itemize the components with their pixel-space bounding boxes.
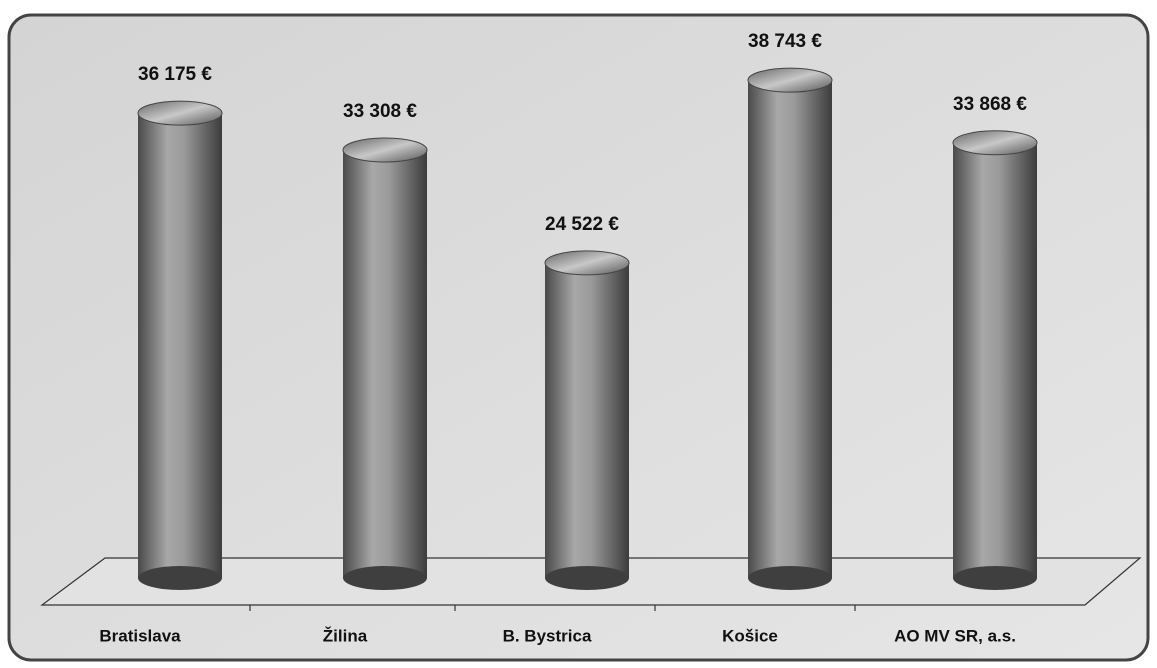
x-tick-label: Košice xyxy=(722,626,778,645)
cylinder-body xyxy=(953,142,1037,578)
value-label: 33 308 € xyxy=(343,101,417,122)
cylinder-body xyxy=(343,149,427,579)
cylinder-bottom xyxy=(953,566,1037,590)
cylinder-top xyxy=(342,137,428,163)
cylinder-bottom xyxy=(138,566,222,590)
floor-ticks xyxy=(249,605,856,611)
value-label: 24 522 € xyxy=(545,214,619,235)
cylinder-top xyxy=(747,67,833,93)
x-tick-label: Bratislava xyxy=(99,626,181,645)
x-tick-label: AO MV SR, a.s. xyxy=(894,626,1016,645)
value-label: 38 743 € xyxy=(748,31,822,52)
value-label: 33 868 € xyxy=(953,94,1027,115)
cylinder-top xyxy=(137,100,223,126)
value-label: 36 175 € xyxy=(138,64,212,85)
cylinder-bottom xyxy=(343,566,427,590)
x-tick-label: B. Bystrica xyxy=(503,626,592,645)
cylinder-body xyxy=(138,113,222,579)
cylinder-top xyxy=(544,250,630,276)
cylinder-bottom xyxy=(748,566,832,590)
cylinder-bottom xyxy=(545,566,629,590)
cylinder-body xyxy=(748,80,832,578)
x-tick-label: Žilina xyxy=(323,626,368,645)
cylinder-body xyxy=(545,262,629,578)
cylinder-top xyxy=(952,130,1038,156)
